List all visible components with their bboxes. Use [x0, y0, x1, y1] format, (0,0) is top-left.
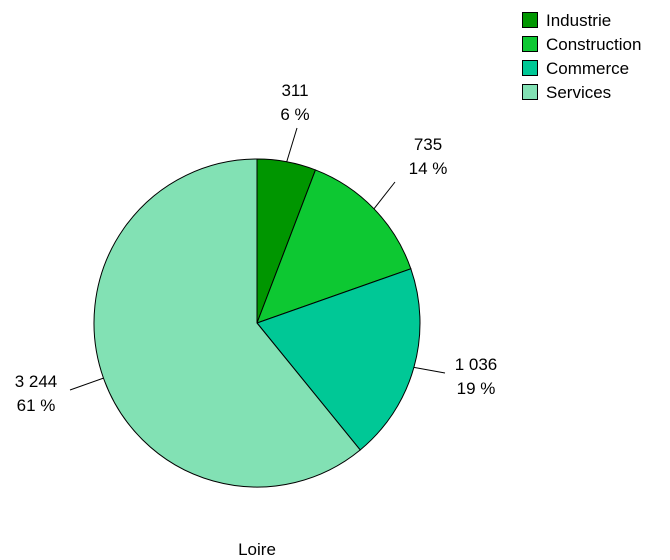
pie-slices — [93, 158, 421, 488]
legend-label-construction: Construction — [546, 35, 641, 54]
legend: Industrie Construction Commerce Services — [522, 11, 641, 102]
leader-line-commerce — [413, 366, 446, 374]
slice-value-label-services: 3 244 — [15, 372, 58, 391]
legend-label-services: Services — [546, 83, 611, 102]
leader-line-services — [69, 377, 104, 391]
pie-slice-commerce — [256, 268, 421, 451]
slice-percent-label-industrie: 6 % — [280, 105, 309, 124]
slice-value-label-construction: 735 — [414, 135, 442, 154]
slice-value-label-industrie: 311 — [281, 81, 308, 100]
slice-value-label-commerce: 1 036 — [455, 355, 498, 374]
legend-swatch-commerce — [522, 60, 538, 76]
slice-percent-label-construction: 14 % — [409, 159, 448, 178]
leader-line-construction — [373, 181, 396, 210]
legend-swatch-services — [522, 84, 538, 100]
legend-label-industrie: Industrie — [546, 11, 611, 30]
leader-line-industrie — [286, 127, 298, 162]
slice-percent-label-commerce: 19 % — [457, 379, 496, 398]
legend-label-commerce: Commerce — [546, 59, 629, 78]
pie-slice-services — [93, 158, 361, 488]
slice-percent-label-services: 61 % — [17, 396, 56, 415]
chart-title: Loire — [238, 540, 276, 559]
legend-swatch-industrie — [522, 12, 538, 28]
legend-swatch-construction — [522, 36, 538, 52]
slice-labels: 311 6 % 735 14 % 1 036 19 % 3 244 61 % — [15, 81, 498, 415]
